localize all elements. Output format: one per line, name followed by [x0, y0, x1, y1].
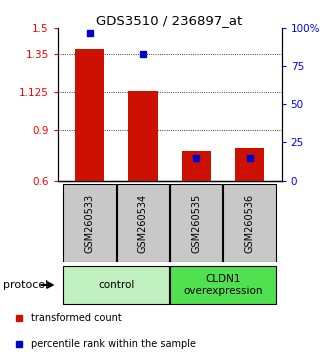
Text: GSM260536: GSM260536 — [244, 193, 255, 253]
Bar — [223, 184, 276, 262]
Text: control: control — [98, 280, 134, 290]
Bar — [182, 151, 211, 181]
Bar — [170, 266, 276, 304]
Bar — [170, 184, 222, 262]
Text: transformed count: transformed count — [31, 313, 122, 323]
Text: percentile rank within the sample: percentile rank within the sample — [31, 339, 196, 349]
Text: protocol: protocol — [3, 280, 48, 290]
Bar — [63, 184, 116, 262]
Bar — [235, 148, 264, 181]
Bar — [63, 266, 169, 304]
Bar — [117, 184, 169, 262]
Text: GSM260533: GSM260533 — [84, 193, 95, 253]
Text: GSM260534: GSM260534 — [138, 193, 148, 253]
Bar — [128, 91, 157, 181]
Title: GDS3510 / 236897_at: GDS3510 / 236897_at — [96, 14, 243, 27]
Text: CLDN1
overexpression: CLDN1 overexpression — [183, 274, 263, 296]
Bar — [75, 50, 104, 181]
Text: GSM260535: GSM260535 — [191, 193, 201, 253]
